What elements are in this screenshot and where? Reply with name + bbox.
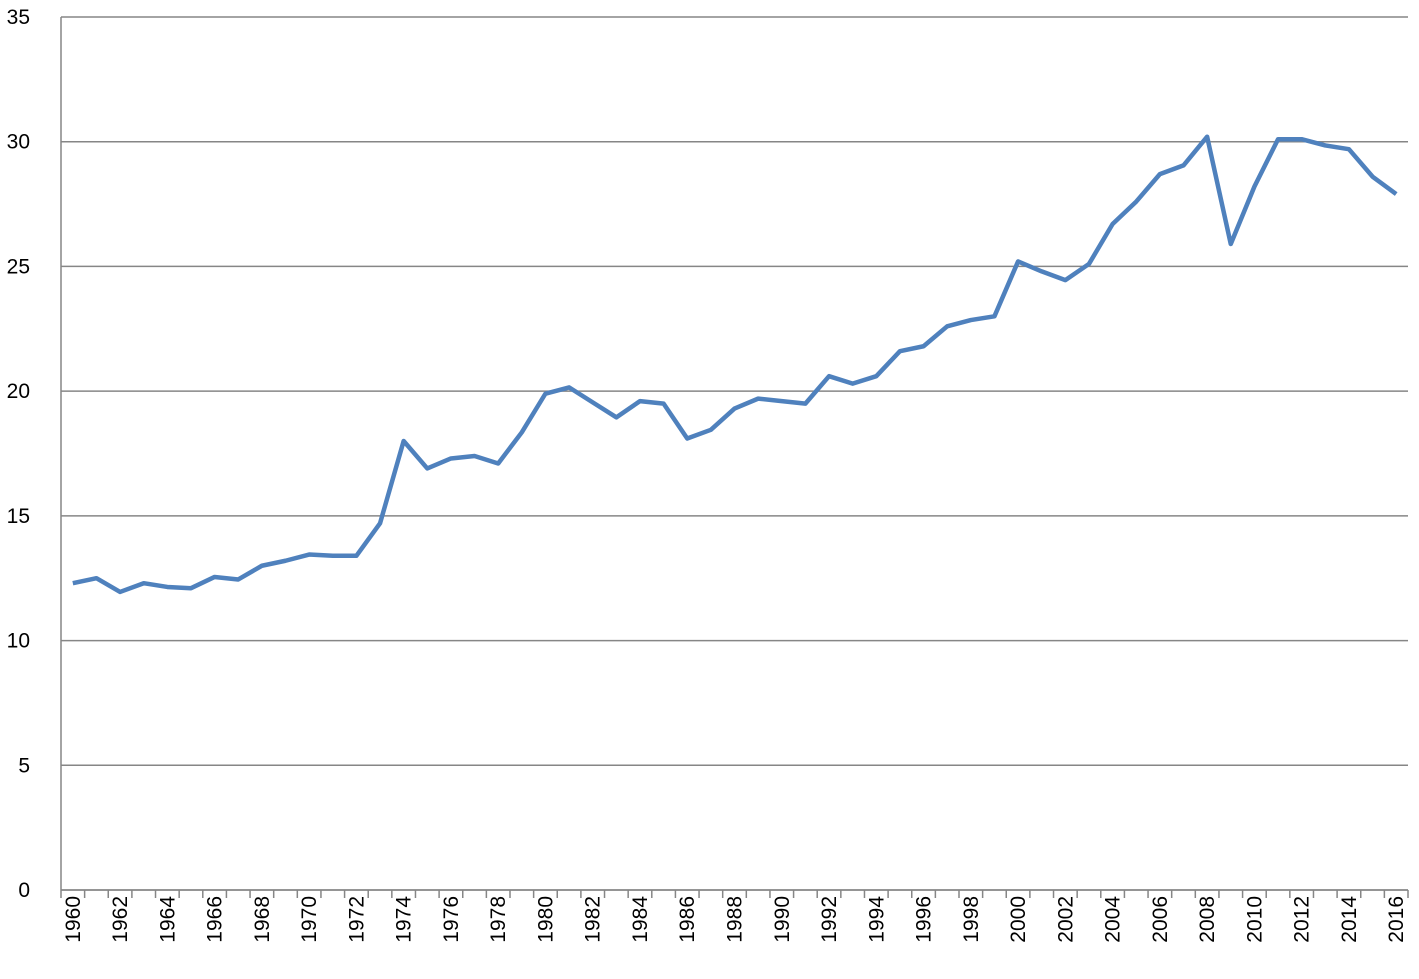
x-tick-label: 2002	[1054, 896, 1077, 943]
data-line	[72, 134, 1398, 595]
x-tick-label: 1978	[487, 896, 510, 943]
x-tick-label: 1966	[204, 896, 227, 943]
x-tick-label: 2000	[1007, 896, 1030, 943]
x-tick-label: 2012	[1291, 896, 1314, 943]
y-tick-label: 30	[7, 131, 30, 154]
y-tick-label: 15	[7, 505, 30, 528]
x-tick-label: 2006	[1149, 896, 1172, 943]
y-tick-label: 10	[7, 630, 30, 653]
x-tick-label: 1992	[818, 896, 841, 943]
x-tick-label: 2008	[1196, 896, 1219, 943]
x-tick-label: 2014	[1338, 896, 1361, 943]
x-tick-label: 1960	[62, 896, 85, 943]
x-tick-label: 2010	[1243, 896, 1266, 943]
x-tick-label: 1976	[440, 896, 463, 943]
y-tick-label: 5	[18, 754, 30, 777]
y-tick-label: 20	[7, 380, 30, 403]
x-tick-label: 1996	[913, 896, 936, 943]
y-tick-label: 0	[18, 879, 30, 902]
x-tick-label: 1972	[345, 896, 368, 943]
x-tick-label: 1986	[676, 896, 699, 943]
x-tick-label: 1982	[582, 896, 605, 943]
x-tick-label: 1970	[298, 896, 321, 943]
x-tick-label: 1974	[393, 896, 416, 943]
x-tick-label: 1962	[109, 896, 132, 943]
x-tick-label: 1964	[156, 896, 179, 943]
x-tick-label: 1988	[724, 896, 747, 943]
x-tick-label: 1994	[865, 896, 888, 943]
x-tick-label: 1968	[251, 896, 274, 943]
y-tick-label: 35	[7, 6, 30, 29]
x-tick-label: 1980	[534, 896, 557, 943]
x-tick-label: 1984	[629, 896, 652, 943]
x-tick-label: 1998	[960, 896, 983, 943]
x-tick-label: 2004	[1102, 896, 1125, 943]
y-tick-label: 25	[7, 255, 30, 278]
x-tick-label: 1990	[771, 896, 794, 943]
x-tick-label: 2016	[1385, 896, 1408, 943]
